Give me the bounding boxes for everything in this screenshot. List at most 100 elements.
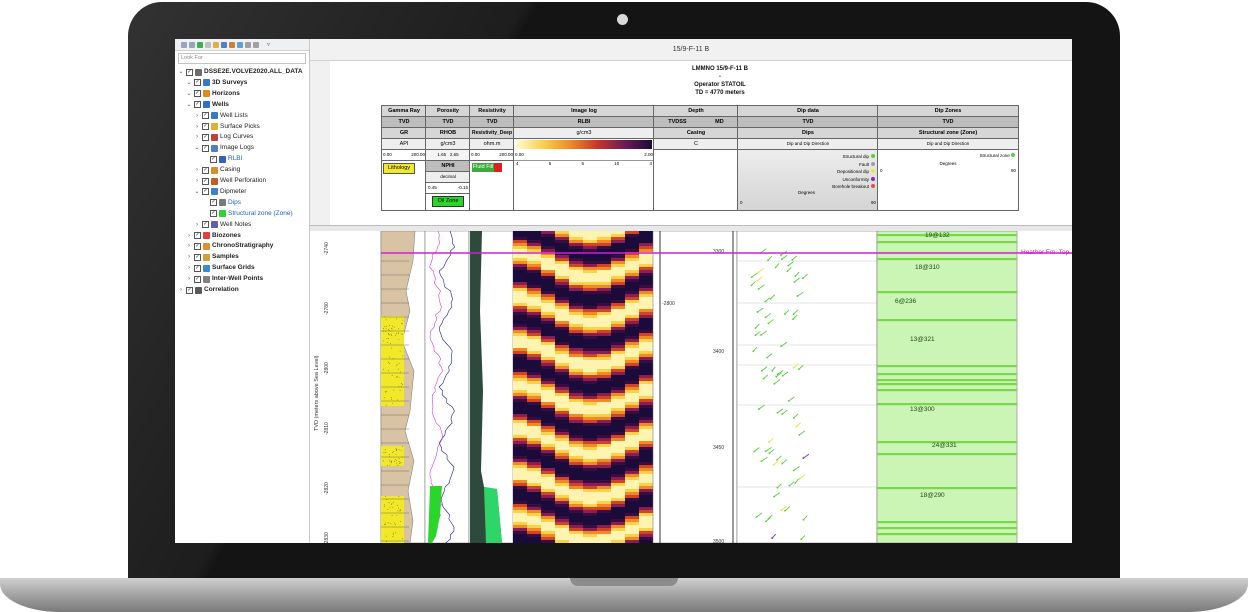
image-log-cell [611,501,625,504]
visibility-checkbox[interactable]: ✓ [194,79,201,86]
add-icon[interactable] [197,42,203,48]
visibility-checkbox[interactable]: ✓ [202,188,209,195]
expand-chevron-icon[interactable]: › [194,176,200,186]
expand-chevron-icon[interactable]: › [186,241,192,251]
visibility-checkbox[interactable]: ✓ [202,123,209,130]
log-tracks-area[interactable]: TVD (meters above Sea Level) -2740 -2780 -2… [310,231,1072,543]
expand-chevron-icon[interactable]: › [194,220,200,230]
tree-item-biozones[interactable]: › ✓ Biozones [186,231,241,241]
copy-icon[interactable] [181,42,187,48]
fluid-fill-badge[interactable]: Fluid Fill [472,163,502,172]
expand-chevron-icon[interactable]: ⌄ [186,78,192,88]
refresh-icon[interactable] [229,42,235,48]
visibility-checkbox[interactable]: ✓ [194,265,201,272]
oil-zone-badge[interactable]: Oil Zone [432,196,464,207]
dropdown-icon[interactable] [205,42,211,48]
tree-item-horizons[interactable]: ⌄ ✓ Horizons [186,89,240,99]
expand-chevron-icon[interactable]: › [186,274,192,284]
folder-icon[interactable] [213,42,219,48]
redo-icon[interactable] [253,42,259,48]
image-log-header[interactable]: Image log RLBI g/cm3 0.00 2.00 4 5 5 10 4 [513,105,655,211]
visibility-checkbox[interactable]: ✓ [194,90,201,97]
tree-item-well-lists[interactable]: › ✓ Well Lists [194,111,248,121]
visibility-checkbox[interactable]: ✓ [194,101,201,108]
tree-item-dipmeter[interactable]: ⌄ ✓ Dipmeter [194,187,246,197]
properties-icon[interactable] [221,42,227,48]
expand-chevron-icon[interactable]: ⌄ [178,67,184,77]
expand-chevron-icon[interactable]: ⌄ [186,89,192,99]
visibility-checkbox[interactable]: ✓ [194,243,201,250]
tree-item-structural-zone-zone-[interactable]: ✓ Structural zone (Zone) [202,209,293,219]
visibility-checkbox[interactable]: ✓ [194,276,201,283]
visibility-checkbox[interactable]: ✓ [202,178,209,185]
tree-item-well-perforation[interactable]: › ✓ Well Perforation [194,176,266,186]
image-log-cell [639,537,653,540]
expand-chevron-icon[interactable]: › [194,132,200,142]
visibility-checkbox[interactable]: ✓ [194,232,201,239]
tree-item-correlation[interactable]: › ✓ Correlation [178,285,239,295]
visibility-checkbox[interactable]: ✓ [202,134,209,141]
image-log-cell [541,429,555,432]
expand-chevron-icon[interactable]: › [178,285,184,295]
tree-item-dsse2e-volve2020-all-data[interactable]: ⌄ ✓ DSSE2E.VOLVE2020.ALL_DATA [178,67,303,77]
tree-item-samples[interactable]: › ✓ Samples [186,252,239,262]
tree-item-dips[interactable]: ✓ Dips [202,198,241,208]
porosity-header[interactable]: Porosity TVD RHOB g/cm3 1.65 2.65 NPHI d… [425,105,471,211]
tree-item-log-curves[interactable]: › ✓ Log Curves [194,132,253,142]
visibility-checkbox[interactable]: ✓ [210,199,217,206]
visibility-checkbox[interactable]: ✓ [202,145,209,152]
visibility-checkbox[interactable]: ✓ [210,210,217,217]
visibility-checkbox[interactable]: ✓ [202,221,209,228]
image-log-cell [541,273,555,276]
depth-header[interactable]: Depth TVDSS MD Casing C [653,105,739,211]
expand-chevron-icon[interactable]: ⌄ [186,100,192,110]
expand-chevron-icon[interactable]: ⌄ [194,143,200,153]
image-log-cell [569,264,583,267]
tree-item-well-notes[interactable]: › ✓ Well Notes [194,220,251,230]
image-log-cell [639,309,653,312]
depth-md: MD [715,117,724,127]
tree-item-chronostratigraphy[interactable]: › ✓ ChronoStratigraphy [186,241,273,251]
expand-chevron-icon[interactable]: › [186,231,192,241]
tree-item-surface-grids[interactable]: › ✓ Surface Grids [186,263,255,273]
image-log-cell [625,492,639,495]
image-log-cell [583,255,597,258]
expand-chevron-icon[interactable]: › [186,263,192,273]
image-log-cell [527,267,541,270]
image-log-cell [639,243,653,246]
tree-item-image-logs[interactable]: ⌄ ✓ Image Logs [194,143,254,153]
expand-chevron-icon[interactable]: › [186,252,192,262]
visibility-checkbox[interactable]: ✓ [202,167,209,174]
tree-item-3d-surveys[interactable]: ⌄ ✓ 3D Surveys [186,78,247,88]
dip-data-header[interactable]: Dip data TVD Dips Dip and Dip Direction … [737,105,879,211]
tree-item-rlbi[interactable]: ✓ RLBI [202,154,242,164]
expand-chevron-icon[interactable]: ⌄ [194,187,200,197]
dip-zones-header[interactable]: Dip Zones TVD Structural zone (Zone) Dip… [877,105,1019,211]
expand-chevron-icon[interactable]: › [194,111,200,121]
sand-dot [392,329,393,330]
visibility-checkbox[interactable]: ✓ [186,69,193,76]
expand-chevron-icon[interactable]: › [194,122,200,132]
dip-legend-label: Borehole breakout [832,184,869,189]
tree-item-wells[interactable]: ⌄ ✓ Wells [186,100,229,110]
expand-chevron-icon[interactable]: › [194,165,200,175]
paste-icon[interactable] [189,42,195,48]
visibility-checkbox[interactable]: ✓ [194,254,201,261]
filter-icon[interactable]: ▿ [267,41,270,48]
visibility-checkbox[interactable]: ✓ [210,156,217,163]
search-input[interactable]: Look For [178,53,306,64]
visibility-checkbox[interactable]: ✓ [202,112,209,119]
image-log-cell [527,456,541,459]
visibility-checkbox[interactable]: ✓ [186,287,193,294]
export-icon[interactable] [237,42,243,48]
image-log-cell [513,417,527,420]
gamma-ray-header[interactable]: Gamma Ray TVD GR API 0.00 200.00 Litholo… [381,105,427,211]
nphi-unit: decimal [426,172,470,183]
image-log-cell [513,426,527,429]
tree-item-casing[interactable]: › ✓ Casing [194,165,240,175]
resistivity-header[interactable]: Resistivity TVD Resistivity_Deep ohm.m 0… [469,105,515,211]
tree-item-surface-picks[interactable]: › ✓ Surface Picks [194,122,260,132]
lithology-badge[interactable]: Lithology [383,163,415,174]
tree-item-inter-well-points[interactable]: › ✓ Inter-Well Points [186,274,263,284]
undo-icon[interactable] [245,42,251,48]
